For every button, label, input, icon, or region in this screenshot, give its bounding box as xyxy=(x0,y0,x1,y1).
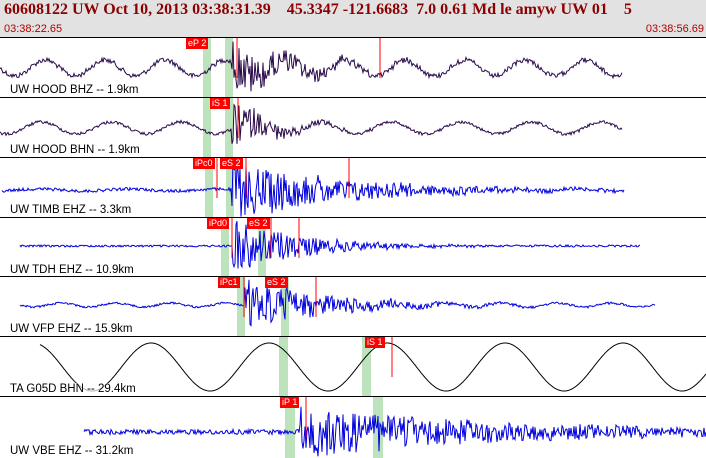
pick-marker[interactable]: iPd0 xyxy=(207,218,230,229)
pick-window xyxy=(203,38,211,97)
station-label: UW HOOD BHN -- 1.9km xyxy=(10,144,140,156)
pick-marker[interactable]: iS 1 xyxy=(365,337,385,348)
waveform-trace xyxy=(39,342,706,392)
pick-marker[interactable]: iPc1 xyxy=(218,277,240,288)
header-bar: 60608122 UW Oct 10, 2013 03:38:31.39 45.… xyxy=(0,0,706,37)
pick-window xyxy=(226,158,234,217)
pick-marker[interactable]: eP 2 xyxy=(186,38,209,49)
trace-panel[interactable]: iPc1 eS 2 UW VFP EHZ -- 15.9km xyxy=(0,276,706,336)
waveform xyxy=(39,337,706,392)
waveform-trace xyxy=(19,279,656,327)
pick-marker[interactable]: iS 1 xyxy=(210,98,230,109)
waveform-trace xyxy=(1,159,625,217)
pick-marker[interactable]: eS 2 xyxy=(247,218,270,229)
pick-marker[interactable]: eS 2 xyxy=(220,158,243,169)
pick-window xyxy=(205,158,213,217)
waveform xyxy=(1,158,625,217)
station-label: UW TDH EHZ -- 10.9km xyxy=(10,264,134,276)
station-label: UW VFP EHZ -- 15.9km xyxy=(10,323,133,335)
pick-window xyxy=(237,277,245,336)
pick-marker[interactable]: eS 2 xyxy=(265,277,288,288)
pick-window xyxy=(258,218,266,276)
time-end-label: 03:38:56.69 xyxy=(645,23,704,35)
pick-window xyxy=(285,397,295,458)
waveform xyxy=(83,397,706,457)
time-start-label: 03:38:22.65 xyxy=(4,23,63,35)
station-label: UW HOOD BHZ -- 1.9km xyxy=(10,84,139,96)
trace-panel[interactable]: eP 2 UW HOOD BHZ -- 1.9km xyxy=(0,37,706,97)
waveform-trace xyxy=(0,41,623,92)
pick-window xyxy=(279,337,288,396)
trace-panel[interactable]: iS 1 UW HOOD BHN -- 1.9km xyxy=(0,97,706,157)
pick-window xyxy=(203,98,211,157)
pick-window xyxy=(225,38,233,97)
event-title: 60608122 UW Oct 10, 2013 03:38:31.39 45.… xyxy=(4,1,632,18)
waveform-trace xyxy=(0,103,623,144)
station-label: UW VBE EHZ -- 31.2km xyxy=(10,445,134,457)
pick-marker[interactable]: iPc0 xyxy=(193,158,215,169)
trace-panel[interactable]: iPd0 eS 2 UW TDH EHZ -- 10.9km xyxy=(0,217,706,276)
trace-panel[interactable]: iS 1 TA G05D BHN -- 29.4km xyxy=(0,336,706,396)
pick-window xyxy=(225,98,233,157)
pick-window xyxy=(362,337,371,396)
pick-marker[interactable]: iP 1 xyxy=(280,397,300,408)
waveform-trace xyxy=(19,221,641,269)
trace-panel[interactable]: iP 1 UW VBE EHZ -- 31.2km xyxy=(0,396,706,458)
seismogram-panels: eP 2 UW HOOD BHZ -- 1.9km iS 1 UW HOOD B… xyxy=(0,37,706,458)
station-label: TA G05D BHN -- 29.4km xyxy=(10,383,136,395)
waveform xyxy=(19,218,641,269)
waveform-trace xyxy=(83,406,706,457)
waveform xyxy=(0,38,623,92)
waveform xyxy=(0,98,623,144)
station-label: UW TIMB EHZ -- 3.3km xyxy=(10,204,132,216)
waveform xyxy=(19,277,656,327)
trace-panel[interactable]: iPc0 eS 2 UW TIMB EHZ -- 3.3km xyxy=(0,157,706,217)
